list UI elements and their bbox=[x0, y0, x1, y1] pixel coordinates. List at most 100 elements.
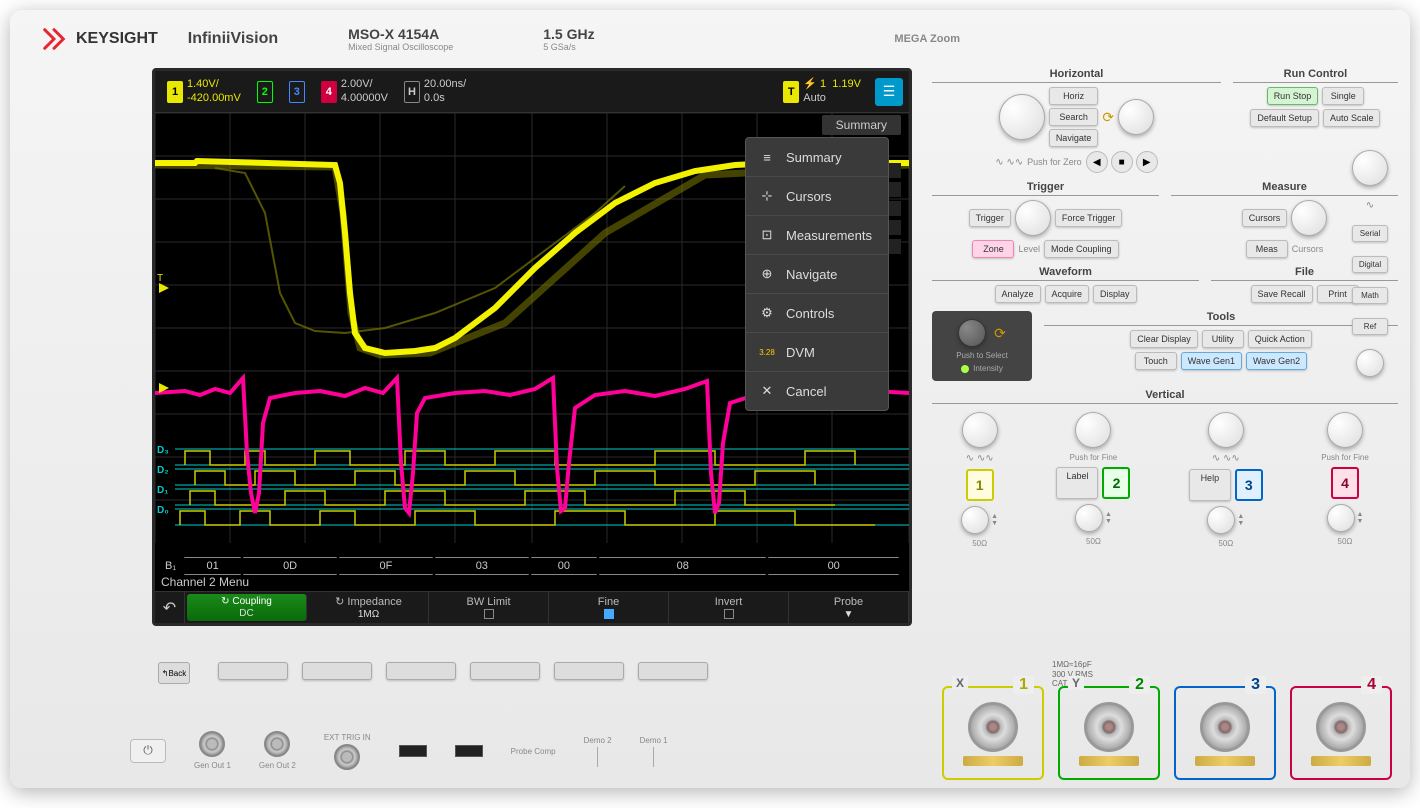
group-label: Vertical bbox=[932, 389, 1398, 404]
run-stop-button[interactable]: Run Stop bbox=[1267, 87, 1319, 105]
usb-port-2[interactable] bbox=[455, 745, 483, 757]
utility-button[interactable]: Utility bbox=[1202, 330, 1244, 348]
ch1-bnc[interactable] bbox=[968, 702, 1018, 752]
horiz-pos-knob[interactable] bbox=[1118, 99, 1154, 135]
math-button[interactable]: Math bbox=[1352, 287, 1388, 304]
ch4-pos-knob[interactable] bbox=[1327, 504, 1355, 532]
side-knob-1[interactable] bbox=[1352, 150, 1388, 186]
ref-button[interactable]: Ref bbox=[1352, 318, 1388, 335]
nav-back-button[interactable]: ◀ bbox=[1086, 151, 1108, 173]
ch4-button[interactable]: 4 bbox=[1331, 467, 1359, 499]
waveform-area[interactable]: T D₃ D₂ D₁ D₀ Summary Ia/s 0:1 0:1 0:1 0… bbox=[155, 113, 909, 543]
ch1-input: X 1 bbox=[942, 686, 1044, 780]
softkey-4[interactable] bbox=[470, 662, 540, 680]
ch4-bnc[interactable] bbox=[1316, 702, 1366, 752]
quick-action-button[interactable]: Quick Action bbox=[1248, 330, 1312, 348]
meas-button[interactable]: Meas bbox=[1246, 240, 1288, 258]
acquire-button[interactable]: Acquire bbox=[1045, 285, 1090, 303]
mode-coupling-button[interactable]: Mode Coupling bbox=[1044, 240, 1119, 258]
menu-item-dvm[interactable]: 3.28DVM bbox=[746, 333, 888, 372]
nav-fwd-button[interactable]: ▶ bbox=[1136, 151, 1158, 173]
power-button[interactable]: ⏻ bbox=[130, 739, 166, 763]
ch1-pos-knob[interactable] bbox=[961, 506, 989, 534]
io-label: Gen Out 2 bbox=[259, 761, 296, 770]
back-button[interactable]: ↶ bbox=[155, 592, 185, 623]
trigger-button[interactable]: Trigger bbox=[969, 209, 1011, 227]
chevron-down-icon: ▼ bbox=[844, 609, 854, 620]
default-setup-button[interactable]: Default Setup bbox=[1250, 109, 1319, 127]
softkey-3[interactable] bbox=[386, 662, 456, 680]
ch1-scale: 1.40V/ bbox=[187, 78, 241, 91]
search-button[interactable]: Search bbox=[1049, 108, 1099, 126]
ch1-scale-knob[interactable] bbox=[962, 412, 998, 448]
ch2-pos-knob[interactable] bbox=[1075, 504, 1103, 532]
ch2-status[interactable]: 2 bbox=[251, 79, 279, 105]
nav-stop-button[interactable]: ■ bbox=[1111, 151, 1133, 173]
ch2-scale-knob[interactable] bbox=[1075, 412, 1111, 448]
product-name: InfiniiVision bbox=[188, 30, 278, 48]
ch2-bnc[interactable] bbox=[1084, 702, 1134, 752]
softkey-2[interactable] bbox=[302, 662, 372, 680]
ch4-scale-knob[interactable] bbox=[1327, 412, 1363, 448]
serial-button[interactable]: Serial bbox=[1352, 225, 1388, 242]
intensity-knob[interactable] bbox=[958, 319, 986, 347]
save-recall-button[interactable]: Save Recall bbox=[1251, 285, 1313, 303]
menu-item-measurements[interactable]: ⊡Measurements bbox=[746, 216, 888, 255]
summary-tab[interactable]: Summary bbox=[822, 115, 901, 135]
sidebar-toggle-button[interactable]: ☰ bbox=[875, 78, 903, 106]
single-button[interactable]: Single bbox=[1322, 87, 1364, 105]
wavegen1-button[interactable]: Wave Gen1 bbox=[1181, 352, 1242, 370]
ch1-status[interactable]: 1 1.40V/ -420.00mV bbox=[161, 76, 247, 106]
force-trigger-button[interactable]: Force Trigger bbox=[1055, 209, 1123, 227]
ch3-scale-knob[interactable] bbox=[1208, 412, 1244, 448]
ch3-button[interactable]: 3 bbox=[1235, 469, 1263, 501]
help-button[interactable]: Help bbox=[1189, 469, 1231, 501]
ch2-button[interactable]: 2 bbox=[1102, 467, 1130, 499]
label-button[interactable]: Label bbox=[1056, 467, 1098, 499]
softkey-1[interactable] bbox=[218, 662, 288, 680]
autoscale-button[interactable]: Auto Scale bbox=[1323, 109, 1381, 127]
menu-item-cursors[interactable]: ⊹Cursors bbox=[746, 177, 888, 216]
ch4-status[interactable]: 4 2.00V/ 4.00000V bbox=[315, 76, 394, 106]
horiz-status[interactable]: H 20.00ns/ 0.0s bbox=[398, 76, 472, 106]
cursors-button[interactable]: Cursors bbox=[1242, 209, 1288, 227]
trigger-status[interactable]: T ⚡ 1 1.19V Auto bbox=[777, 76, 867, 106]
ch3-status[interactable]: 3 bbox=[283, 79, 311, 105]
cursors-knob[interactable] bbox=[1291, 200, 1327, 236]
analyze-button[interactable]: Analyze bbox=[995, 285, 1041, 303]
gen-out-1[interactable] bbox=[199, 731, 225, 757]
usb-port-1[interactable] bbox=[399, 745, 427, 757]
menu-item-controls[interactable]: ⚙Controls bbox=[746, 294, 888, 333]
softkey-impedance[interactable]: ↻ Impedance 1MΩ bbox=[309, 592, 429, 623]
menu-item-navigate[interactable]: ⊕Navigate bbox=[746, 255, 888, 294]
softkey-bwlimit[interactable]: BW Limit bbox=[429, 592, 549, 623]
menu-item-summary[interactable]: ≡Summary bbox=[746, 138, 888, 177]
display-button[interactable]: Display bbox=[1093, 285, 1137, 303]
zone-button[interactable]: Zone bbox=[972, 240, 1014, 258]
clear-display-button[interactable]: Clear Display bbox=[1130, 330, 1198, 348]
ch3-pos-knob[interactable] bbox=[1207, 506, 1235, 534]
navigate-button[interactable]: Navigate bbox=[1049, 129, 1099, 147]
softkey-5[interactable] bbox=[554, 662, 624, 680]
trigger-level-knob[interactable] bbox=[1015, 200, 1051, 236]
ch1-button[interactable]: 1 bbox=[966, 469, 994, 501]
touch-button[interactable]: Touch bbox=[1135, 352, 1177, 370]
menu-item-cancel[interactable]: ✕Cancel bbox=[746, 372, 888, 410]
gen-out-2[interactable] bbox=[264, 731, 290, 757]
softkey-invert[interactable]: Invert bbox=[669, 592, 789, 623]
io-label: Demo 2 bbox=[584, 736, 612, 745]
digital-button[interactable]: Digital bbox=[1352, 256, 1388, 273]
group-label: Waveform bbox=[932, 266, 1199, 281]
ch3-bnc[interactable] bbox=[1200, 702, 1250, 752]
x-label: X bbox=[952, 676, 968, 690]
softkey-6[interactable] bbox=[638, 662, 708, 680]
ext-trig-in[interactable] bbox=[334, 744, 360, 770]
horiz-button[interactable]: Horiz bbox=[1049, 87, 1099, 105]
side-knob-2[interactable] bbox=[1356, 349, 1384, 377]
softkey-probe[interactable]: Probe ▼ bbox=[789, 592, 909, 623]
softkey-fine[interactable]: Fine bbox=[549, 592, 669, 623]
softkey-coupling[interactable]: ↻ Coupling DC bbox=[187, 594, 307, 621]
wavegen2-button[interactable]: Wave Gen2 bbox=[1246, 352, 1307, 370]
horiz-scale-knob[interactable] bbox=[999, 94, 1045, 140]
back-hw-button[interactable]: ↰Back bbox=[158, 662, 190, 684]
